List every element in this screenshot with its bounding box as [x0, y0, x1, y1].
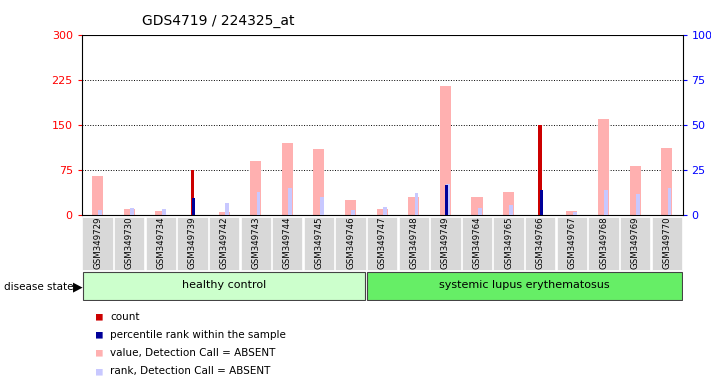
Text: GDS4719 / 224325_at: GDS4719 / 224325_at: [142, 14, 294, 28]
FancyBboxPatch shape: [146, 217, 176, 270]
Bar: [351, 210, 356, 215]
Bar: [503, 192, 514, 215]
Bar: [345, 200, 356, 215]
Text: GSM349742: GSM349742: [220, 217, 228, 269]
Bar: [288, 188, 292, 215]
Bar: [282, 143, 293, 215]
Text: GSM349739: GSM349739: [188, 217, 197, 269]
Bar: [314, 149, 324, 215]
Bar: [661, 148, 673, 215]
Bar: [440, 86, 451, 215]
Bar: [218, 212, 230, 215]
FancyBboxPatch shape: [399, 217, 429, 270]
FancyBboxPatch shape: [240, 217, 271, 270]
FancyBboxPatch shape: [367, 217, 397, 270]
Text: GSM349768: GSM349768: [599, 217, 608, 269]
Text: rank, Detection Call = ABSENT: rank, Detection Call = ABSENT: [110, 366, 271, 376]
Bar: [130, 208, 134, 215]
FancyBboxPatch shape: [272, 217, 302, 270]
Bar: [92, 176, 103, 215]
Text: systemic lupus erythematosus: systemic lupus erythematosus: [439, 280, 610, 290]
Bar: [471, 197, 483, 215]
Text: GSM349766: GSM349766: [536, 217, 545, 269]
Text: disease state: disease state: [4, 282, 73, 292]
Bar: [383, 207, 387, 215]
FancyBboxPatch shape: [462, 217, 492, 270]
Bar: [447, 184, 450, 215]
Text: GSM349765: GSM349765: [504, 217, 513, 269]
Bar: [377, 209, 387, 215]
FancyBboxPatch shape: [368, 272, 682, 300]
Text: count: count: [110, 312, 139, 322]
Text: GSM349767: GSM349767: [567, 217, 577, 269]
Bar: [478, 209, 482, 215]
Text: GSM349764: GSM349764: [473, 217, 481, 269]
Bar: [161, 209, 166, 215]
Bar: [445, 185, 448, 215]
Text: ■: ■: [96, 312, 102, 322]
FancyBboxPatch shape: [651, 217, 682, 270]
Bar: [408, 197, 419, 215]
FancyBboxPatch shape: [430, 217, 461, 270]
Bar: [191, 170, 194, 215]
FancyBboxPatch shape: [209, 217, 239, 270]
Text: ▶: ▶: [73, 281, 83, 294]
FancyBboxPatch shape: [557, 217, 587, 270]
Bar: [636, 194, 640, 215]
Text: GSM349749: GSM349749: [441, 217, 450, 269]
Text: value, Detection Call = ABSENT: value, Detection Call = ABSENT: [110, 348, 276, 358]
Bar: [225, 203, 229, 215]
Text: ■: ■: [96, 330, 102, 340]
FancyBboxPatch shape: [177, 217, 208, 270]
Text: GSM349729: GSM349729: [93, 217, 102, 269]
Text: GSM349734: GSM349734: [156, 217, 166, 269]
Text: percentile rank within the sample: percentile rank within the sample: [110, 330, 286, 340]
Text: ■: ■: [96, 348, 102, 358]
Bar: [415, 194, 419, 215]
Text: GSM349770: GSM349770: [662, 217, 671, 269]
Bar: [604, 190, 608, 215]
Text: GSM349769: GSM349769: [631, 217, 640, 269]
Bar: [598, 119, 609, 215]
Bar: [630, 166, 641, 215]
Bar: [573, 212, 577, 215]
Bar: [510, 205, 513, 215]
FancyBboxPatch shape: [620, 217, 651, 270]
Text: GSM349748: GSM349748: [410, 217, 418, 269]
Bar: [538, 125, 542, 215]
Text: GSM349730: GSM349730: [124, 217, 134, 269]
FancyBboxPatch shape: [493, 217, 524, 270]
Text: GSM349745: GSM349745: [314, 217, 324, 269]
FancyBboxPatch shape: [336, 217, 365, 270]
FancyBboxPatch shape: [525, 217, 555, 270]
FancyBboxPatch shape: [82, 217, 113, 270]
Bar: [567, 211, 577, 215]
FancyBboxPatch shape: [304, 217, 334, 270]
Text: GSM349747: GSM349747: [378, 217, 387, 269]
Text: GSM349744: GSM349744: [283, 217, 292, 269]
Text: GSM349743: GSM349743: [251, 217, 260, 269]
Bar: [668, 188, 671, 215]
FancyBboxPatch shape: [588, 217, 619, 270]
FancyBboxPatch shape: [114, 217, 144, 270]
Text: healthy control: healthy control: [182, 280, 266, 290]
Bar: [257, 192, 260, 215]
Text: GSM349746: GSM349746: [346, 217, 355, 269]
Bar: [124, 209, 134, 215]
Bar: [540, 190, 543, 215]
Text: ■: ■: [96, 366, 102, 376]
Bar: [250, 161, 261, 215]
Bar: [98, 210, 102, 215]
FancyBboxPatch shape: [82, 272, 365, 300]
Bar: [320, 197, 324, 215]
Bar: [155, 211, 166, 215]
Bar: [192, 198, 196, 215]
